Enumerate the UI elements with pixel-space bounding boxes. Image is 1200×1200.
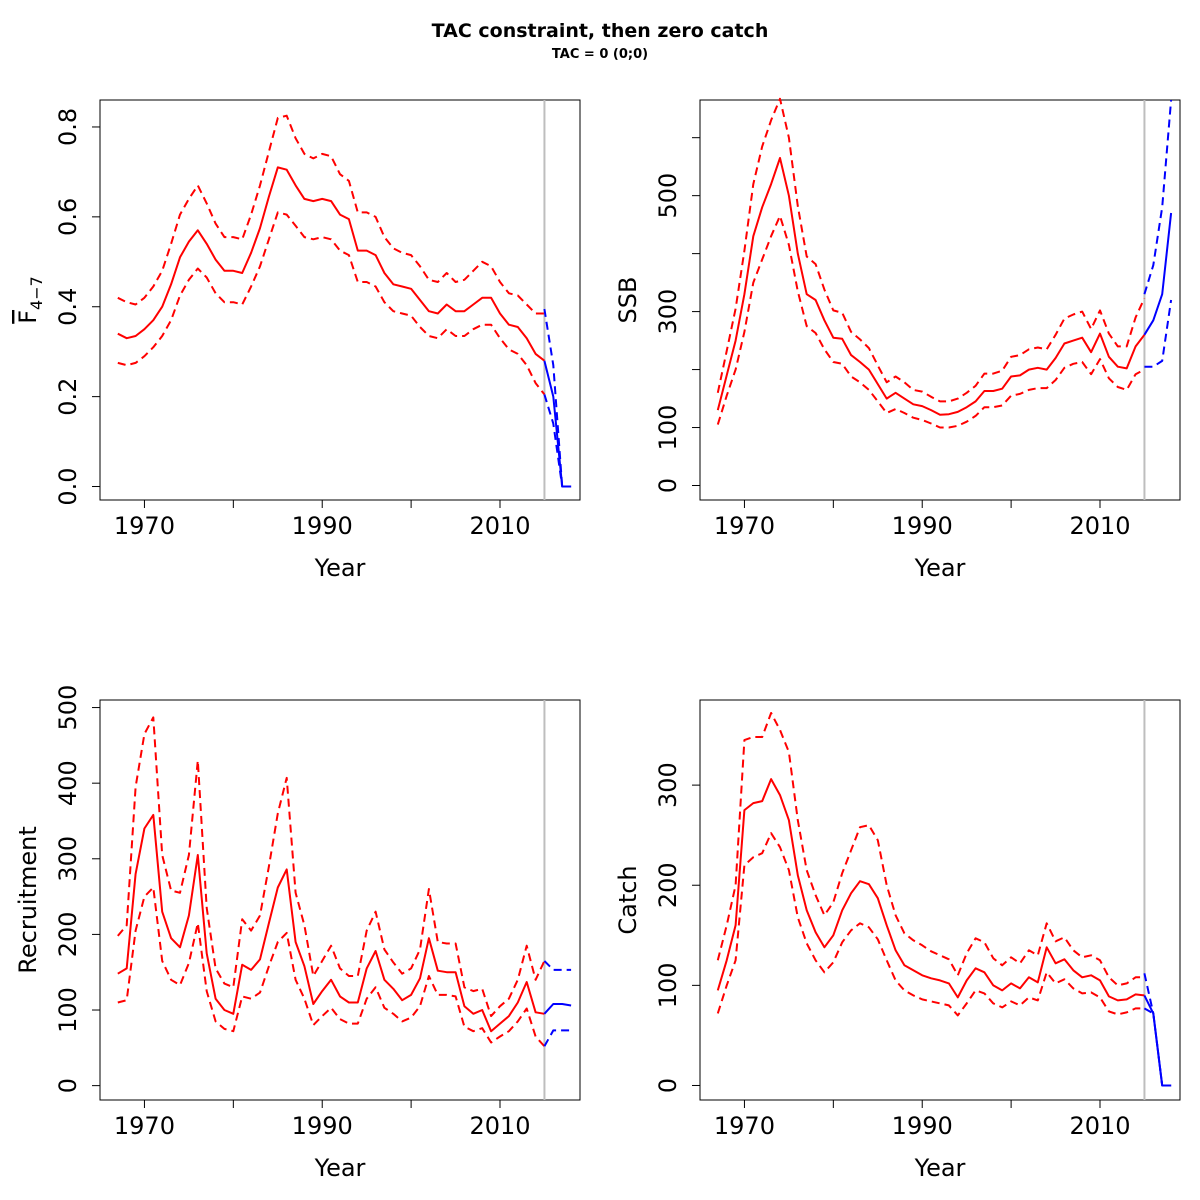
series-upper-line [716, 712, 1145, 987]
series-upper-line [117, 716, 546, 1018]
series-estimate-line [117, 813, 545, 1033]
series-estimate-line [117, 166, 546, 362]
x-tick-label: 1970 [114, 512, 175, 540]
series-projection-lower-line [1143, 1007, 1172, 1087]
x-tick-label: 2010 [1069, 1112, 1130, 1140]
x-tick-label: 2010 [1069, 512, 1130, 540]
series-projection-line [1143, 212, 1173, 336]
series-projection-line [1143, 994, 1172, 1087]
y-tick-label: 100 [54, 987, 82, 1033]
y-axis-label: F4−7 [14, 276, 46, 324]
series-projection-upper-line [1143, 973, 1172, 1087]
series-projection-line [543, 360, 572, 488]
y-tick-label: 0.0 [54, 467, 82, 505]
series-estimate-line [716, 778, 1145, 1002]
panel-ssb: 1970 1990 2010 Year 0 100 300 500 SSB [614, 97, 1181, 582]
series-projection-upper-line [543, 960, 572, 971]
x-tick-label: 1990 [292, 512, 353, 540]
plot-frame [99, 99, 581, 501]
x-axis-label: Year [914, 1154, 966, 1182]
y-tick-label: 200 [54, 911, 82, 957]
y-tick-label: 0 [54, 1078, 82, 1093]
y-axis-label: SSB [614, 277, 642, 324]
x-tick-label: 1970 [714, 512, 775, 540]
y-tick-label: 0.4 [54, 288, 82, 326]
y-tick-label: 500 [654, 173, 682, 219]
y-tick-label: 0.2 [54, 378, 82, 416]
series-upper-line [716, 97, 1146, 403]
panel-catch: 1970 1990 2010 Year 0 100 200 300 Catch [614, 699, 1181, 1182]
y-tick-label: 300 [654, 762, 682, 808]
plot-frame [699, 699, 1181, 1101]
plot-frame [99, 699, 581, 1101]
x-tick-label: 1990 [892, 1112, 953, 1140]
y-tick-label: 400 [54, 760, 82, 806]
x-tick-label: 1970 [714, 1112, 775, 1140]
series-projection-lower-line [543, 1029, 572, 1047]
x-axis-label: Year [314, 554, 366, 582]
series-lower-line [117, 886, 546, 1047]
x-axis-label: Year [914, 554, 966, 582]
y-tick-label: 0.6 [54, 198, 82, 236]
series-projection-upper-line [543, 308, 572, 488]
figure-subtitle: TAC = 0 (0;0) [551, 47, 649, 62]
y-tick-label: 500 [54, 685, 82, 731]
series-projection-lower-line [1144, 299, 1173, 368]
x-tick-label: 1970 [114, 1112, 175, 1140]
y-tick-label: 300 [54, 836, 82, 882]
y-tick-label: 0.8 [54, 108, 82, 146]
panel-fbar: 1970 1990 2010 Year 0.0 0.2 0.4 0.6 0.8 F4−7 [14, 99, 581, 582]
y-tick-label: 0 [654, 478, 682, 493]
figure-title: TAC constraint, then zero catch [431, 20, 769, 42]
x-tick-label: 1990 [292, 1112, 353, 1140]
panel-recruitment: 1970 1990 2010 Year 0 100 200 300 400 500 Recruitm… [14, 685, 581, 1182]
y-tick-label: 200 [654, 862, 682, 908]
series-lower-line [117, 211, 546, 396]
series-projection-upper-line [1143, 99, 1173, 295]
y-tick-label: 100 [654, 405, 682, 451]
y-tick-label: 300 [654, 289, 682, 335]
series-projection-line [543, 1003, 572, 1015]
plot-frame [699, 99, 1181, 501]
y-axis-label: Catch [614, 865, 642, 934]
series-upper-line [117, 114, 545, 315]
series-lower-line [716, 832, 1145, 1017]
y-tick-label: 0 [654, 1078, 682, 1093]
series-estimate-line [716, 157, 1146, 416]
x-tick-label: 2010 [469, 1112, 530, 1140]
series-lower-line [716, 214, 1145, 429]
x-tick-label: 2010 [469, 512, 530, 540]
x-tick-label: 1990 [892, 512, 953, 540]
x-axis-label: Year [314, 1154, 366, 1182]
y-tick-label: 100 [654, 962, 682, 1008]
y-axis-label: Recruitment [14, 826, 42, 973]
